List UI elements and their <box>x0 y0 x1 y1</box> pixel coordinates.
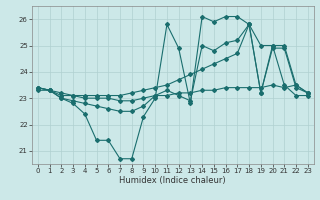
X-axis label: Humidex (Indice chaleur): Humidex (Indice chaleur) <box>119 176 226 185</box>
